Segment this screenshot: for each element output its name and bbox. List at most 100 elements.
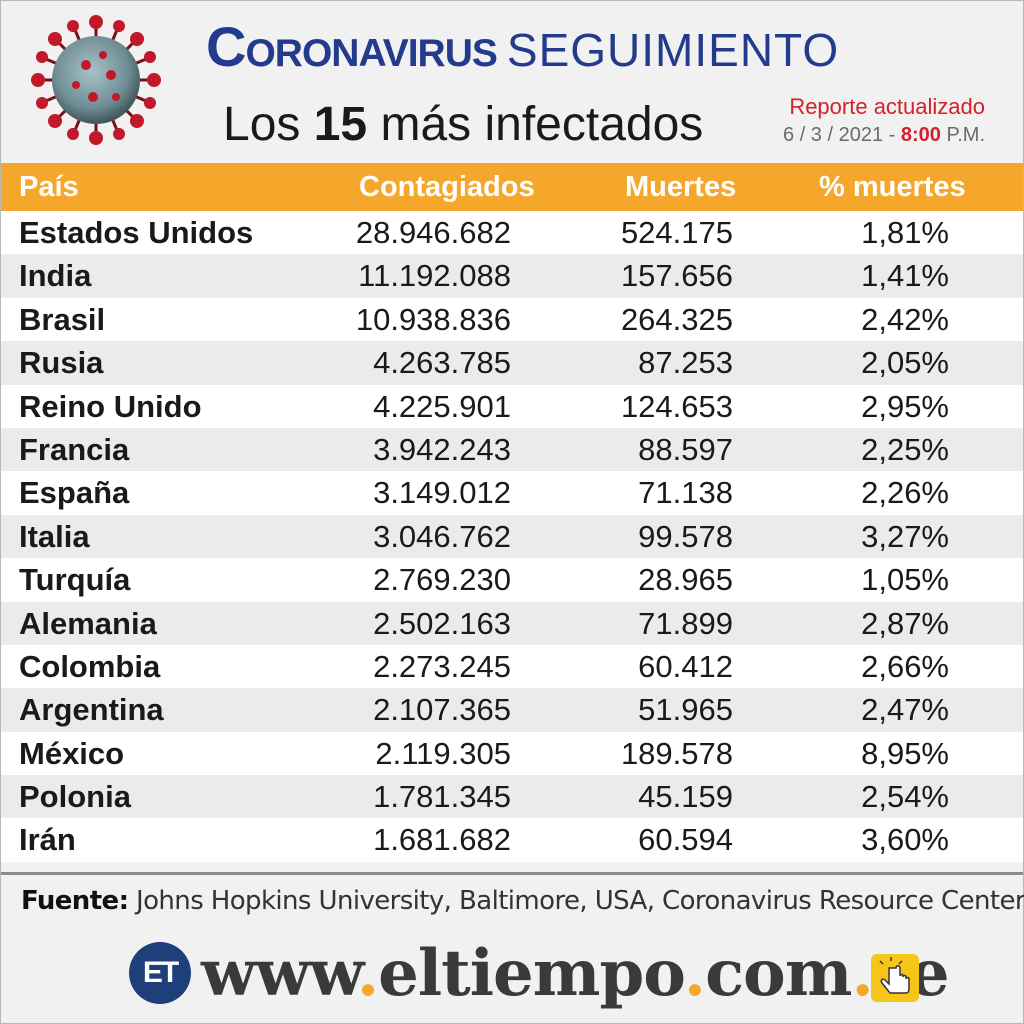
cell-deaths: 87.253	[638, 345, 733, 381]
table-row: Rusia 4.263.785 87.253 2,05%	[1, 341, 1023, 385]
url-dot: .	[356, 936, 379, 1011]
report-label: Reporte actualizado	[789, 94, 985, 119]
coronavirus-icon	[31, 15, 161, 145]
table-row: Italia 3.046.762 99.578 3,27%	[1, 514, 1023, 559]
cell-pct: 2,26%	[861, 475, 949, 511]
source-label: Fuente:	[21, 886, 129, 916]
cell-deaths: 189.578	[620, 735, 733, 771]
report-date-line: 6 / 3 / 2021 - 8:00 P.M.	[783, 122, 985, 148]
cell-country: Colombia	[19, 648, 161, 684]
cell-cases: 1.781.345	[373, 779, 511, 815]
subtitle: Los 15 más infectados	[223, 101, 703, 149]
cell-cases: 2.769.230	[373, 562, 511, 598]
divider	[1, 872, 1023, 875]
cell-cases: 4.263.785	[373, 345, 511, 381]
cell-cases: 2.107.365	[373, 692, 511, 728]
cell-pct: 2,47%	[861, 692, 949, 728]
cell-deaths: 71.138	[638, 475, 733, 511]
cell-cases: 3.149.012	[373, 475, 511, 511]
cell-pct: 2,25%	[861, 431, 949, 467]
cell-country: Francia	[19, 431, 130, 467]
cell-cases: 2.273.245	[373, 648, 511, 684]
subtitle-prefix: Los	[223, 98, 314, 151]
cell-pct: 2,87%	[861, 605, 949, 641]
cell-pct: 1,05%	[861, 562, 949, 598]
title-main: Coronavirus	[206, 15, 498, 78]
report-ampm: P.M.	[940, 123, 985, 146]
report-info: Reporte actualizado 6 / 3 / 2021 - 8:00 …	[783, 93, 985, 148]
data-table: País Contagiados Muertes % muertes Estad…	[1, 163, 1023, 862]
table-row: Colombia 2.273.245 60.412 2,66%	[1, 644, 1023, 689]
cell-country: Reino Unido	[19, 388, 202, 424]
table-row: Polonia 1.781.345 45.159 2,54%	[1, 775, 1023, 819]
cell-pct: 8,95%	[861, 735, 949, 771]
cell-cases: 1.681.682	[373, 822, 511, 858]
title-secondary: SEGUIMIENTO	[506, 24, 840, 76]
table-header: País Contagiados Muertes % muertes	[1, 163, 1023, 211]
cell-cases: 10.938.836	[355, 301, 511, 337]
column-header-deaths: Muertes	[625, 171, 737, 203]
subtitle-suffix: más infectados	[367, 98, 704, 151]
cell-pct: 1,81%	[861, 215, 949, 250]
column-header-pct: % muertes	[819, 171, 966, 203]
cell-country: España	[19, 475, 130, 511]
cell-pct: 1,41%	[861, 258, 949, 294]
table-row: Irán 1.681.682 60.594 3,60%	[1, 818, 1023, 862]
et-logo-icon: ET	[129, 942, 191, 1004]
table-row: Estados Unidos 28.946.682 524.175 1,81%	[1, 211, 1023, 255]
cell-cases: 28.946.682	[355, 215, 511, 250]
cell-country: Polonia	[19, 779, 131, 815]
table-row: Brasil 10.938.836 264.325 2,42%	[1, 297, 1023, 342]
cell-country: India	[19, 258, 92, 294]
source-line: Fuente: Johns Hopkins University, Baltim…	[21, 886, 1024, 916]
table-row: India 11.192.088 157.656 1,41%	[1, 254, 1023, 298]
cell-deaths: 60.594	[638, 822, 733, 858]
table-row: Reino Unido 4.225.901 124.653 2,95%	[1, 384, 1023, 428]
cell-cases: 2.119.305	[375, 735, 511, 771]
url-part: eltiempo	[378, 936, 685, 1011]
url-part: com	[705, 936, 852, 1011]
cell-deaths: 28.965	[638, 562, 733, 598]
column-header-cases: Contagiados	[359, 171, 535, 203]
url-dot: .	[683, 936, 706, 1011]
source-text: Johns Hopkins University, Baltimore, USA…	[128, 886, 1024, 916]
url-dot: .	[851, 936, 873, 1011]
cell-deaths: 60.412	[638, 648, 733, 684]
cell-cases: 3.942.243	[373, 431, 511, 467]
table-row: España 3.149.012 71.138 2,26%	[1, 471, 1023, 515]
report-time: 8:00	[900, 123, 941, 146]
cell-pct: 3,27%	[861, 518, 949, 554]
table-row: México 2.119.305 189.578 8,95%	[1, 731, 1023, 776]
subtitle-number: 15	[313, 98, 368, 151]
cell-deaths: 45.159	[638, 779, 733, 815]
cell-deaths: 99.578	[638, 518, 733, 554]
cell-deaths: 88.597	[638, 431, 733, 467]
cell-pct: 2,66%	[861, 648, 949, 684]
cell-country: Turquía	[19, 562, 131, 598]
cell-country: Italia	[19, 518, 90, 554]
cell-cases: 2.502.163	[373, 605, 511, 641]
cell-country: Argentina	[19, 692, 164, 728]
table-body: Estados Unidos 28.946.682 524.175 1,81% Indi…	[1, 211, 1023, 862]
cell-deaths: 71.899	[638, 605, 733, 641]
cell-cases: 4.225.901	[373, 388, 511, 424]
cell-country: Irán	[19, 822, 76, 858]
website-url[interactable]: www.eltiempo.com.ve	[201, 936, 950, 1011]
cell-deaths: 51.965	[638, 692, 733, 728]
cell-pct: 2,05%	[861, 345, 949, 381]
cell-cases: 3.046.762	[373, 518, 511, 554]
cell-country: Rusia	[19, 345, 104, 381]
cell-deaths: 157.656	[620, 258, 733, 294]
cell-cases: 11.192.088	[358, 258, 511, 294]
cell-pct: 2,42%	[861, 301, 949, 337]
url-part: www	[201, 936, 358, 1011]
cell-pct: 2,54%	[861, 779, 949, 815]
table-row: Argentina 2.107.365 51.965 2,47%	[1, 688, 1023, 732]
report-date: 6 / 3 / 2021 -	[783, 123, 901, 146]
page-title: Coronavirus SEGUIMIENTO	[206, 19, 839, 75]
cell-country: Alemania	[19, 605, 157, 641]
cell-deaths: 124.653	[620, 388, 733, 424]
pointing-hand-icon	[871, 954, 919, 1002]
table-row: Turquía 2.769.230 28.965 1,05%	[1, 558, 1023, 602]
